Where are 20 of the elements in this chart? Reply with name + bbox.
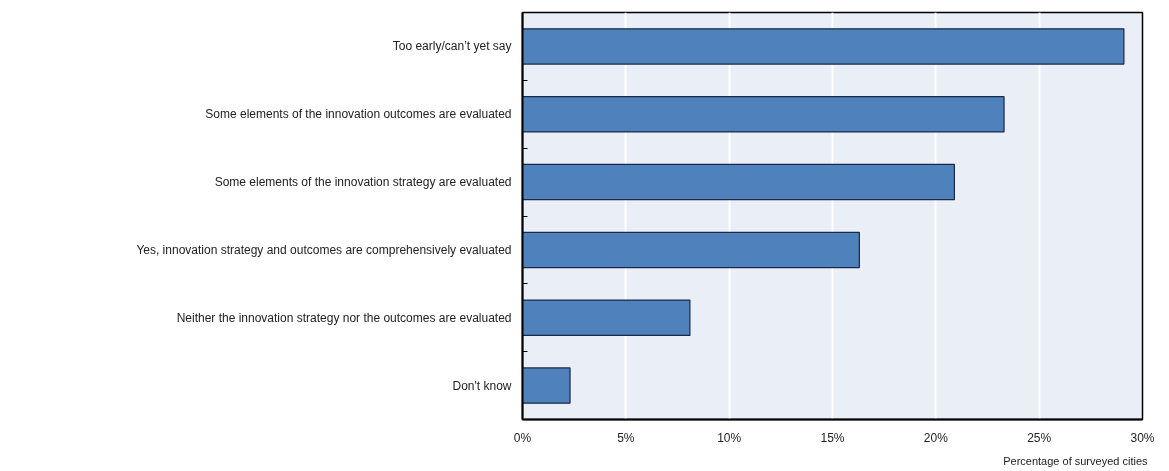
bar [522,367,571,404]
bar [522,299,691,336]
y-tick-label: Yes, innovation strategy and outcomes are comprehensively evaluated [136,242,512,257]
x-tick-label: 0% [513,430,532,445]
y-tick-label: Don't know [452,378,512,393]
bar [522,28,1125,65]
y-tick-label: Some elements of the innovation outcomes are evaluated [205,107,512,122]
x-tick-label: 20% [923,430,949,445]
x-tick-label: 15% [820,430,845,445]
x-tick-label: 25% [1027,430,1052,445]
bar [522,96,1005,133]
y-tick-label: Too early/can’t yet say [392,39,512,54]
x-tick-label: 30% [1130,430,1155,445]
x-tick-label: 10% [717,430,742,445]
bar [522,163,956,201]
x-axis-title: Percentage of surveyed cities [1003,454,1148,467]
x-tick-label: 5% [617,430,635,445]
y-tick-label: Neither the innovation strategy nor the outcomes are evaluated [176,310,512,325]
y-tick-label: Some elements of the innovation strategy are evaluated [214,175,512,190]
bar [522,231,860,269]
